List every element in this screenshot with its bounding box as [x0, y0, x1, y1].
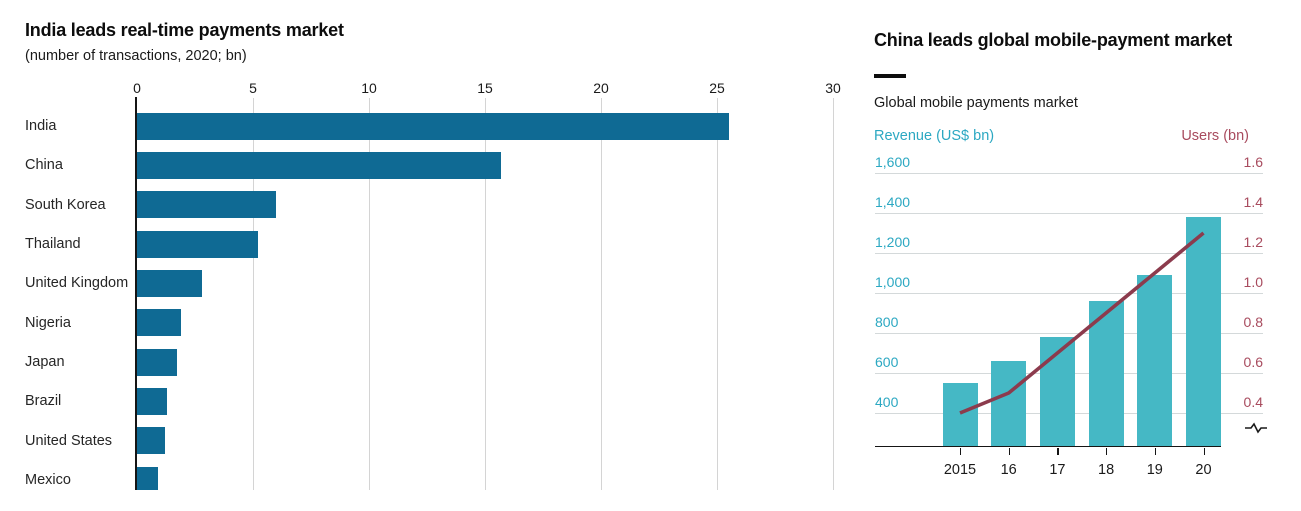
x-tick-label: 0 — [133, 80, 141, 96]
bar-south-korea — [137, 191, 277, 219]
revenue-tick-label: 1,400 — [875, 194, 911, 210]
realtime-payments-plot: 0 5 10 15 20 25 30 India China South Korea Thailan… — [25, 80, 841, 490]
users-tick-label: 1.4 — [1243, 194, 1263, 210]
users-tick-label: 1.2 — [1243, 234, 1263, 250]
category-label: Japan — [25, 354, 65, 371]
grid-line — [601, 98, 603, 490]
category-label: Nigeria — [25, 314, 71, 331]
x-tick-label: 10 — [361, 80, 377, 96]
bar-united-kingdom — [137, 269, 203, 297]
users-tick-label: 0.6 — [1243, 354, 1263, 370]
category-label: Brazil — [25, 393, 62, 410]
bar-brazil — [137, 387, 168, 415]
category-label: India — [25, 118, 57, 134]
bar-thailand — [137, 230, 258, 258]
grid-line — [253, 98, 255, 490]
category-label: Mexico — [25, 472, 71, 489]
x-tick-label: 5 — [249, 80, 257, 96]
revenue-tick-label: 1,600 — [875, 154, 911, 170]
category-label: United States — [25, 432, 113, 449]
users-tick-label: 1.0 — [1243, 274, 1263, 290]
x-tick-label: 15 — [477, 80, 493, 96]
year-label: 18 — [1098, 462, 1115, 478]
revenue-tick-label: 600 — [875, 354, 899, 370]
revenue-tick-label: 1,000 — [875, 274, 911, 290]
grid-line — [875, 173, 1263, 175]
bar-mexico — [137, 466, 159, 490]
revenue-bar — [991, 361, 1027, 447]
revenue-bar — [1088, 301, 1124, 447]
left-chart-subtitle: (number of transactions, 2020; bn) — [25, 48, 247, 64]
bar-united-states — [137, 427, 166, 455]
x-axis-tick — [1203, 447, 1205, 455]
x-axis-tick — [960, 447, 962, 455]
users-tick-label: 0.4 — [1243, 394, 1263, 410]
category-label: United Kingdom — [25, 275, 129, 292]
grid-line — [875, 253, 1263, 255]
users-tick-label: 0.8 — [1243, 314, 1263, 330]
left-chart-title: India leads real-time payments market — [25, 20, 344, 40]
revenue-bar — [1186, 217, 1221, 447]
y-axis-line — [135, 97, 138, 490]
x-axis-tick — [1057, 447, 1059, 455]
revenue-tick-label: 400 — [875, 394, 899, 410]
grid-line — [875, 293, 1263, 295]
year-label: 19 — [1146, 462, 1163, 478]
x-axis-tick — [1106, 447, 1108, 455]
category-label: China — [25, 157, 63, 174]
x-axis-line — [875, 445, 1221, 448]
kicker-rule — [874, 74, 906, 78]
grid-line — [485, 98, 487, 490]
bar-nigeria — [137, 309, 182, 337]
x-axis-tick — [1154, 447, 1157, 455]
category-label: Thailand — [25, 236, 81, 253]
x-tick-label: 20 — [593, 80, 609, 96]
grid-line — [833, 98, 835, 490]
year-label: 16 — [1000, 462, 1017, 478]
revenue-tick-label: 1,200 — [875, 234, 911, 250]
x-tick-label: 25 — [709, 80, 725, 96]
x-tick-label: 30 — [825, 80, 841, 96]
revenue-tick-label: 800 — [875, 314, 899, 330]
users-tick-label: 1.6 — [1243, 154, 1263, 170]
bar-china — [137, 151, 502, 179]
revenue-bar — [942, 383, 978, 447]
right-chart-kicker: Global mobile payments market — [874, 95, 1078, 111]
right-chart-title: China leads global mobile-payment market — [874, 30, 1233, 50]
year-label: 2015 — [943, 462, 977, 478]
grid-line — [875, 333, 1263, 335]
grid-line — [875, 213, 1263, 215]
year-label: 20 — [1195, 462, 1212, 478]
bar-india — [137, 112, 729, 140]
category-label: South Korea — [25, 196, 106, 213]
bar-japan — [137, 348, 177, 376]
users-axis-title: Users (bn) — [1181, 128, 1249, 144]
x-axis-tick — [1008, 447, 1011, 455]
year-label: 17 — [1049, 462, 1066, 478]
revenue-bar — [1137, 275, 1173, 447]
axis-break-icon — [1245, 422, 1267, 434]
grid-line — [717, 98, 719, 490]
revenue-axis-title: Revenue (US$ bn) — [874, 128, 995, 144]
grid-line — [369, 98, 371, 490]
